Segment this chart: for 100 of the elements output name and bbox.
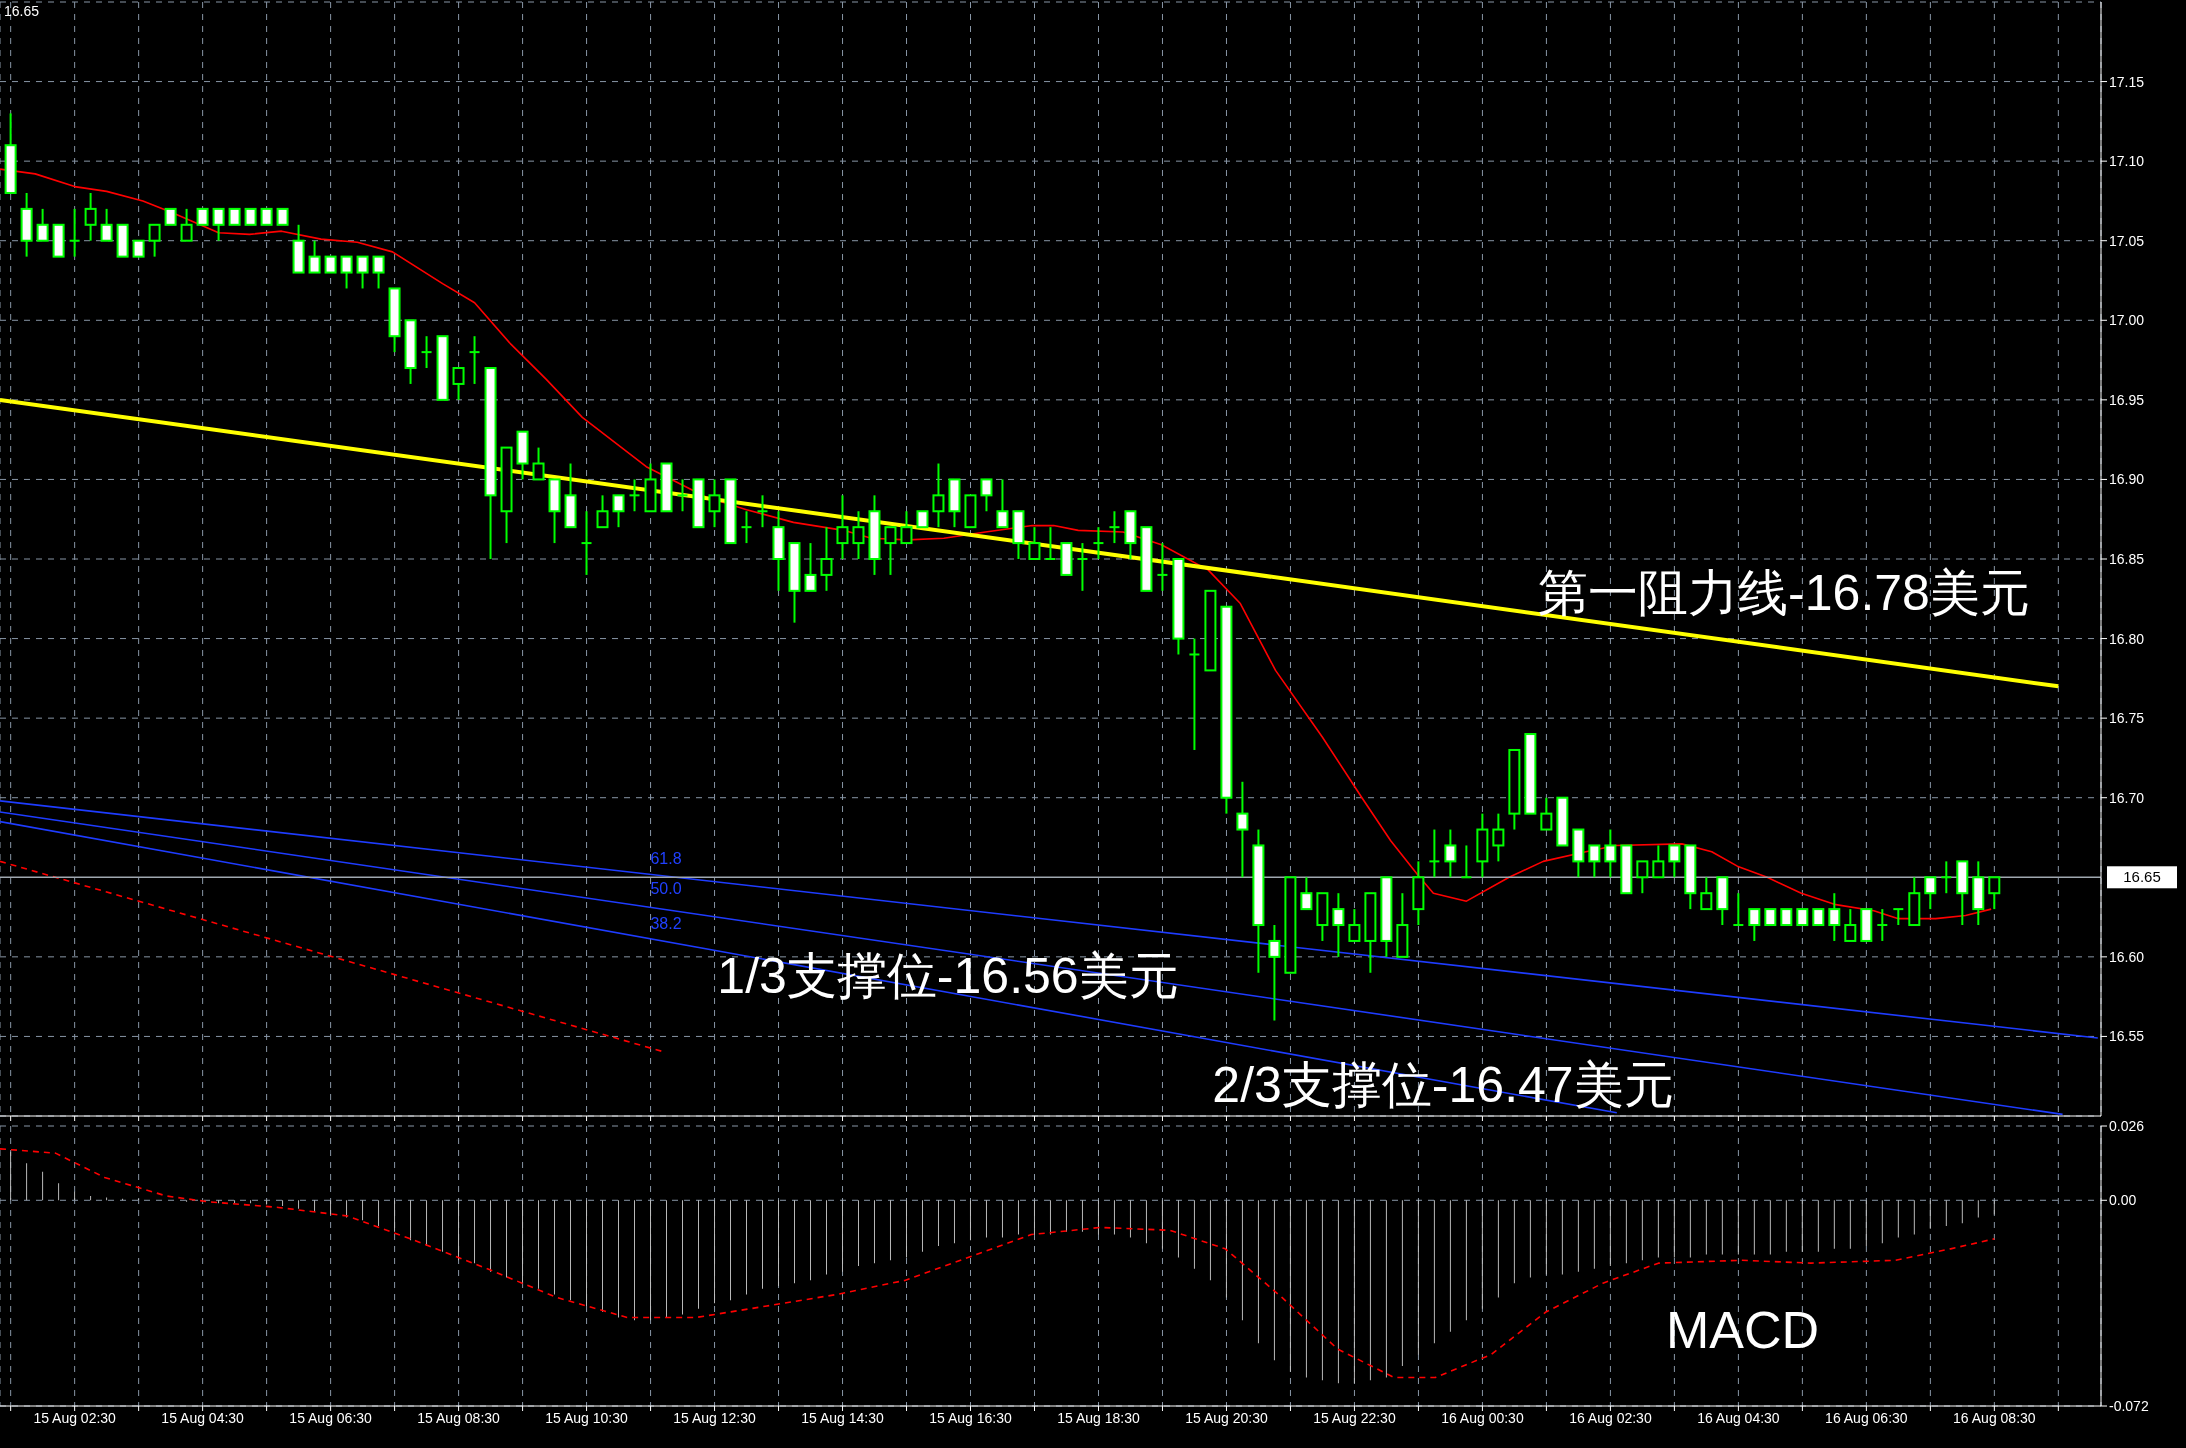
candlestick [452, 367, 465, 401]
candlestick [580, 510, 593, 576]
candlestick [1188, 637, 1201, 751]
y-tick-label: 16.85 [2109, 550, 2145, 567]
candlestick [532, 446, 545, 481]
candlestick [1588, 844, 1601, 879]
candlestick [1748, 908, 1761, 942]
candlestick [996, 478, 1009, 529]
candlestick [420, 335, 433, 370]
candlestick [884, 526, 897, 576]
candlestick [1076, 542, 1089, 592]
candlestick [1428, 828, 1441, 879]
y-tick-label: 0.00 [2109, 1192, 2137, 1209]
y-tick-label: 0.026 [2109, 1117, 2145, 1134]
y-tick-label: 16.95 [2109, 391, 2145, 408]
candlestick [980, 478, 993, 513]
candlestick [1092, 526, 1105, 560]
candlestick [596, 494, 609, 529]
candlestick [36, 207, 49, 242]
x-tick-label: 15 Aug 22:30 [1313, 1409, 1396, 1426]
x-tick-label: 16 Aug 04:30 [1697, 1409, 1780, 1426]
x-tick-label: 15 Aug 04:30 [161, 1409, 245, 1426]
candlestick [1156, 542, 1169, 592]
candlestick [1604, 828, 1617, 879]
candlestick [340, 255, 353, 290]
x-tick-label: 15 Aug 18:30 [1057, 1409, 1140, 1426]
x-tick-label: 15 Aug 10:30 [545, 1409, 629, 1426]
candlestick [1300, 876, 1313, 911]
y-tick-label: 16.80 [2109, 630, 2145, 647]
candlestick [1492, 812, 1505, 863]
candlestick [180, 207, 193, 242]
candlestick [84, 191, 97, 242]
annotation: 38.2 [650, 915, 682, 932]
x-tick-label: 15 Aug 12:30 [673, 1409, 757, 1426]
candlestick [756, 494, 769, 529]
x-tick-label: 15 Aug 20:30 [1185, 1409, 1268, 1426]
candlestick [740, 510, 753, 545]
x-tick-label: 15 Aug 02:30 [33, 1409, 117, 1426]
annotation: 50.0 [650, 880, 682, 897]
candlestick [676, 478, 689, 513]
candlestick [628, 478, 641, 513]
y-tick-label: 17.15 [2109, 73, 2145, 90]
candlestick [1348, 908, 1361, 942]
x-tick-label: 15 Aug 08:30 [417, 1409, 501, 1426]
candlestick [212, 207, 225, 242]
candlestick [708, 478, 721, 529]
y-tick-label: 17.10 [2109, 153, 2145, 170]
candlestick [1940, 860, 1953, 895]
candlestick [1924, 876, 1937, 911]
candlestick [1876, 908, 1889, 942]
y-tick-label: 17.05 [2109, 232, 2145, 249]
candlestick [1732, 892, 1745, 927]
candlestick [1988, 876, 2001, 911]
y-tick-label: 16.55 [2109, 1028, 2145, 1045]
candlestick [1668, 844, 1681, 879]
y-tick-label: 16.60 [2109, 948, 2145, 965]
candlestick [1460, 844, 1473, 879]
candlestick [1332, 892, 1345, 958]
candlestick [932, 462, 945, 529]
candlestick [356, 255, 369, 290]
candlestick [1044, 526, 1057, 560]
candlestick [468, 335, 481, 385]
candlestick [1444, 828, 1457, 879]
candlestick [820, 526, 833, 592]
annotation: 16.65 [4, 3, 40, 19]
candlestick [1700, 876, 1713, 911]
x-tick-label: 16 Aug 06:30 [1825, 1409, 1908, 1426]
candlestick [148, 223, 161, 258]
candlestick [804, 542, 817, 592]
x-tick-label: 15 Aug 14:30 [801, 1409, 884, 1426]
candlestick [372, 255, 385, 290]
candlestick [612, 494, 625, 529]
candlestick [1892, 908, 1905, 927]
x-tick-label: 16 Aug 00:30 [1441, 1409, 1524, 1426]
candlestick [1844, 908, 1857, 942]
text: MACD [1666, 1301, 1820, 1359]
y-tick-label: 16.70 [2109, 789, 2145, 806]
ref-line-label: 16.65 [2123, 868, 2161, 886]
candlestick [100, 207, 113, 242]
candlestick [308, 239, 321, 274]
y-tick-label: 16.90 [2109, 471, 2145, 488]
y-tick-label: 17.00 [2109, 312, 2145, 329]
x-tick-label: 15 Aug 16:30 [929, 1409, 1012, 1426]
annotation: 第一阻力线-16.78美元 [1538, 565, 2030, 621]
candlestick [900, 510, 913, 545]
candlestick [1652, 844, 1665, 879]
x-tick-label: 16 Aug 08:30 [1953, 1409, 2036, 1426]
x-tick-label: 15 Aug 06:30 [289, 1409, 373, 1426]
x-tick-label: 16 Aug 02:30 [1569, 1409, 1652, 1426]
candlestick [1636, 860, 1649, 895]
annotation: 61.8 [650, 850, 682, 867]
candlestick [836, 494, 849, 560]
candlestick [1028, 526, 1041, 560]
candlestick [1828, 892, 1841, 942]
candlestick [1540, 796, 1553, 831]
candlestick [1268, 924, 1281, 1022]
candlestick [68, 207, 81, 258]
candlestick [1236, 780, 1249, 879]
y-tick-label: 16.75 [2109, 710, 2145, 727]
candlestick [1108, 510, 1121, 545]
